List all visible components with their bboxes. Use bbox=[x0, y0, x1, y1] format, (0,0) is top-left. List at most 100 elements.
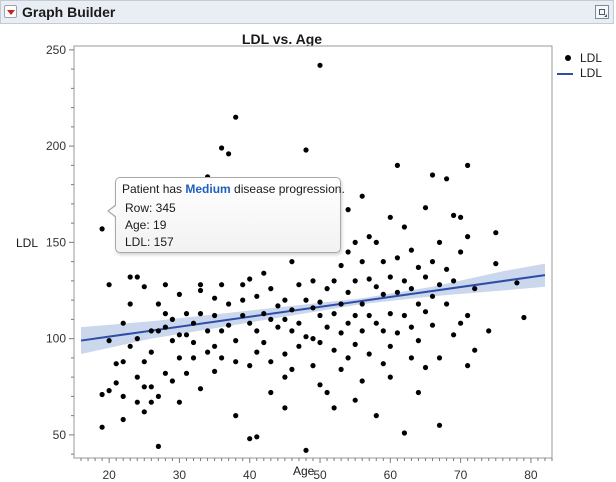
data-point[interactable] bbox=[345, 355, 351, 361]
data-point[interactable] bbox=[310, 278, 316, 284]
data-point[interactable] bbox=[205, 328, 211, 334]
data-point[interactable] bbox=[197, 282, 204, 288]
data-point[interactable] bbox=[254, 349, 260, 355]
data-point[interactable] bbox=[268, 286, 274, 292]
data-point[interactable] bbox=[345, 320, 351, 326]
data-point[interactable] bbox=[247, 436, 253, 442]
data-point[interactable] bbox=[352, 397, 358, 403]
data-point[interactable] bbox=[254, 293, 260, 299]
data-point[interactable] bbox=[247, 363, 253, 369]
data-point[interactable] bbox=[282, 351, 288, 357]
data-point[interactable] bbox=[120, 416, 126, 423]
data-point[interactable] bbox=[134, 274, 140, 280]
data-point[interactable] bbox=[465, 234, 471, 240]
data-point[interactable] bbox=[106, 282, 112, 288]
data-point[interactable] bbox=[422, 364, 429, 371]
data-point[interactable] bbox=[331, 405, 337, 411]
data-point[interactable] bbox=[436, 239, 443, 245]
data-point[interactable] bbox=[338, 301, 344, 307]
data-point[interactable] bbox=[338, 366, 344, 372]
data-point[interactable] bbox=[493, 230, 499, 236]
data-point[interactable] bbox=[120, 393, 126, 399]
data-point[interactable] bbox=[176, 355, 182, 361]
data-point[interactable] bbox=[472, 286, 478, 292]
data-point[interactable] bbox=[394, 330, 400, 336]
data-point[interactable] bbox=[148, 399, 154, 405]
data-point[interactable] bbox=[212, 343, 218, 349]
data-point[interactable] bbox=[366, 312, 372, 319]
data-point[interactable] bbox=[162, 282, 168, 288]
legend[interactable]: LDL LDL bbox=[557, 51, 613, 81]
legend-item-fit-line[interactable]: LDL bbox=[557, 66, 613, 81]
data-point[interactable] bbox=[197, 386, 204, 392]
data-point[interactable] bbox=[106, 338, 112, 344]
data-point[interactable] bbox=[380, 328, 386, 334]
data-point[interactable] bbox=[268, 316, 274, 322]
data-point[interactable] bbox=[247, 320, 253, 326]
data-point[interactable] bbox=[394, 162, 400, 168]
data-point[interactable] bbox=[240, 312, 246, 319]
data-point[interactable] bbox=[401, 278, 407, 284]
data-point[interactable] bbox=[324, 389, 330, 396]
data-point[interactable] bbox=[303, 147, 309, 153]
data-point[interactable] bbox=[240, 282, 246, 288]
data-point[interactable] bbox=[436, 355, 443, 361]
data-point[interactable] bbox=[310, 305, 316, 311]
data-point[interactable] bbox=[359, 378, 365, 384]
data-point[interactable] bbox=[275, 324, 281, 330]
data-point[interactable] bbox=[310, 336, 316, 342]
data-point[interactable] bbox=[394, 255, 400, 261]
data-point[interactable] bbox=[197, 287, 204, 294]
data-point[interactable] bbox=[233, 338, 239, 344]
data-point[interactable] bbox=[226, 151, 232, 157]
data-point[interactable] bbox=[282, 374, 288, 380]
data-point[interactable] bbox=[141, 409, 147, 415]
data-point[interactable] bbox=[465, 312, 471, 319]
data-point[interactable] bbox=[212, 368, 218, 374]
data-point[interactable] bbox=[155, 301, 161, 307]
data-point[interactable] bbox=[162, 311, 168, 317]
data-point[interactable] bbox=[303, 334, 309, 340]
data-point[interactable] bbox=[359, 301, 365, 307]
data-point[interactable] bbox=[296, 320, 302, 326]
data-point[interactable] bbox=[282, 316, 288, 322]
data-point[interactable] bbox=[190, 355, 197, 361]
data-point[interactable] bbox=[289, 307, 295, 313]
data-point[interactable] bbox=[226, 301, 232, 307]
data-point[interactable] bbox=[408, 324, 414, 330]
data-point[interactable] bbox=[352, 341, 358, 347]
data-point[interactable] bbox=[219, 328, 225, 334]
data-point[interactable] bbox=[190, 339, 197, 346]
data-point[interactable] bbox=[233, 413, 239, 419]
data-point[interactable] bbox=[359, 328, 365, 334]
data-point[interactable] bbox=[254, 328, 260, 334]
data-point[interactable] bbox=[261, 270, 267, 276]
data-point[interactable] bbox=[366, 276, 372, 282]
data-point[interactable] bbox=[317, 339, 323, 346]
data-point[interactable] bbox=[247, 276, 253, 282]
data-point[interactable] bbox=[212, 312, 218, 319]
data-point[interactable] bbox=[331, 278, 337, 284]
data-point[interactable] bbox=[219, 282, 225, 288]
data-point[interactable] bbox=[226, 322, 232, 328]
data-point[interactable] bbox=[493, 261, 499, 267]
data-point[interactable] bbox=[429, 172, 436, 178]
data-point[interactable] bbox=[310, 363, 316, 369]
data-point[interactable] bbox=[212, 295, 218, 301]
data-point[interactable] bbox=[429, 259, 436, 265]
data-point[interactable] bbox=[373, 320, 379, 326]
data-point[interactable] bbox=[275, 303, 281, 309]
data-point[interactable] bbox=[141, 384, 147, 390]
data-point[interactable] bbox=[408, 286, 414, 292]
data-point[interactable] bbox=[169, 378, 175, 384]
data-point[interactable] bbox=[373, 284, 379, 290]
data-point[interactable] bbox=[289, 259, 295, 265]
data-point[interactable] bbox=[415, 264, 421, 270]
data-point[interactable] bbox=[169, 338, 175, 344]
data-point[interactable] bbox=[197, 311, 204, 317]
data-point[interactable] bbox=[465, 162, 471, 168]
data-point[interactable] bbox=[127, 274, 133, 280]
data-point[interactable] bbox=[387, 214, 393, 220]
data-point[interactable] bbox=[106, 388, 112, 394]
data-point[interactable] bbox=[380, 361, 386, 367]
